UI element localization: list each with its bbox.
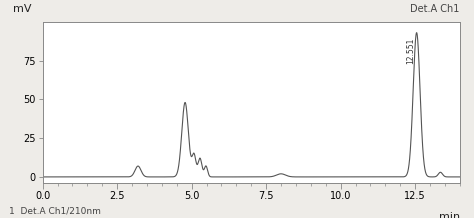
Text: min: min xyxy=(438,212,460,218)
Text: mV: mV xyxy=(13,4,32,14)
Text: 12.551: 12.551 xyxy=(406,37,415,64)
Text: 1  Det.A Ch1/210nm: 1 Det.A Ch1/210nm xyxy=(9,207,101,216)
Text: Det.A Ch1: Det.A Ch1 xyxy=(410,4,460,14)
